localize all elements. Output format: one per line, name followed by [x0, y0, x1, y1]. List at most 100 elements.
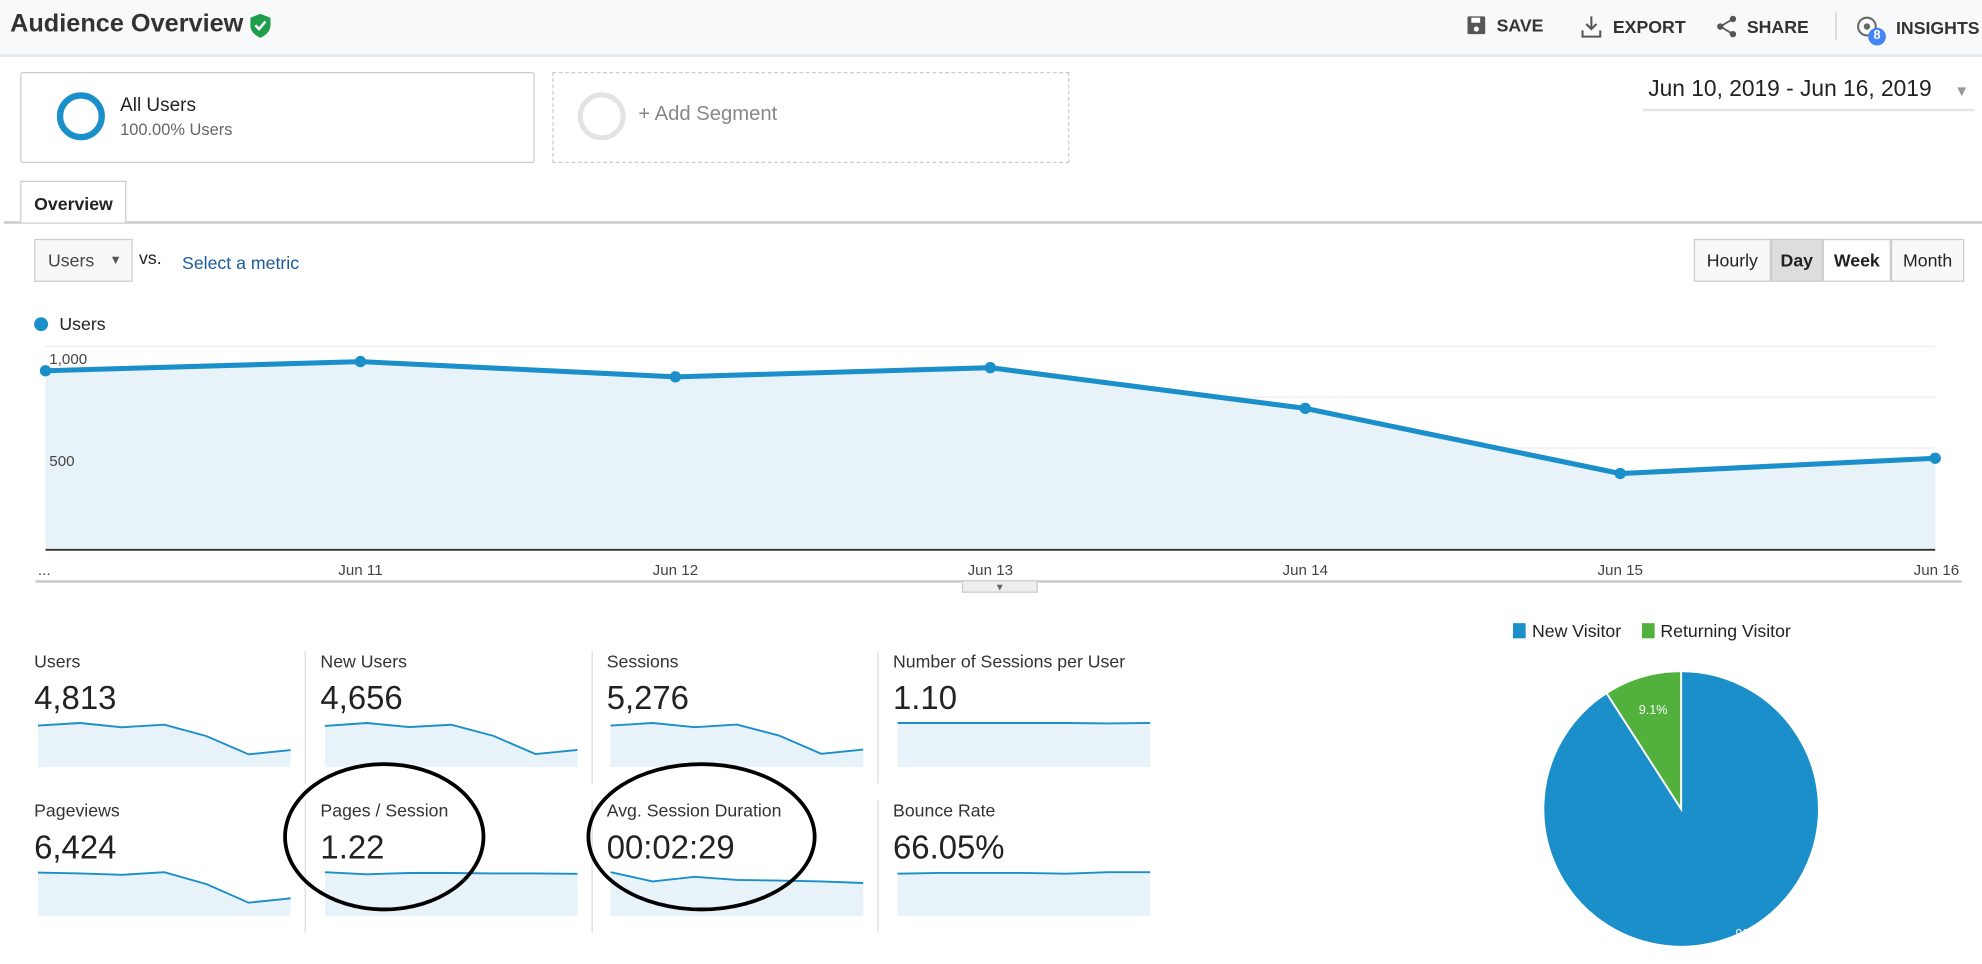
visitor-pie-chart: 90.9% 9.1% [1542, 670, 1820, 948]
metric-value: 5,276 [606, 678, 689, 717]
data-point [354, 355, 367, 368]
metric-select[interactable]: Users ▼ [34, 238, 133, 282]
metric-card[interactable]: Bounce Rate 66.05% [893, 800, 1165, 958]
metric-card[interactable]: Users 4,813 [34, 651, 306, 809]
month-button[interactable]: Month [1890, 238, 1965, 282]
segment-ring-icon [56, 92, 105, 141]
area-fill [45, 361, 1936, 550]
metric-label: Pageviews [34, 800, 120, 821]
metric-value: 1.10 [893, 678, 957, 717]
x-tick-label: Jun 12 [653, 562, 699, 579]
sparkline-fill [896, 872, 1150, 917]
segment-name: All Users [120, 94, 196, 117]
insights-label: INSIGHTS [1896, 17, 1980, 38]
download-icon [1581, 16, 1602, 38]
add-segment-button[interactable]: + Add Segment [552, 72, 1070, 164]
pie-label: 90.9% [1735, 927, 1771, 941]
collapse-chart-handle[interactable]: ▼ [961, 580, 1038, 593]
annotation-circle [283, 762, 486, 912]
metric-divider [590, 650, 593, 784]
empty-segment-icon [577, 92, 626, 141]
pie-label: 9.1% [1639, 703, 1668, 717]
sparkline-line [37, 722, 291, 756]
sparkline [324, 722, 578, 768]
sparkline [610, 722, 864, 768]
metric-card[interactable]: Pageviews 6,424 [34, 800, 306, 958]
metric-value: 6,424 [34, 827, 117, 866]
chart-legend: Users [34, 313, 106, 334]
metric-select-value: Users [48, 250, 95, 271]
insights-icon: 8 [1856, 15, 1886, 46]
divider [1835, 12, 1837, 41]
legend-dot-icon [34, 316, 49, 331]
share-icon [1717, 15, 1737, 38]
metric-card[interactable]: Number of Sessions per User 1.10 [893, 651, 1165, 809]
metric-value: 66.05% [893, 827, 1005, 866]
tab-divider [3, 221, 1982, 224]
legend-returning-visitor: Returning Visitor [1641, 620, 1791, 641]
sparkline-fill [324, 723, 578, 768]
x-tick-label: Jun 16 [1914, 562, 1960, 579]
share-label: SHARE [1746, 16, 1809, 37]
metric-label: Number of Sessions per User [893, 650, 1126, 672]
x-tick-label: Jun 15 [1597, 562, 1643, 579]
hourly-button[interactable]: Hourly [1693, 238, 1771, 282]
export-button[interactable]: EXPORT [1580, 15, 1686, 38]
sparkline [896, 871, 1150, 917]
granularity-toggle: Hourly Day Week Month [1693, 238, 1965, 282]
verified-shield-icon [250, 13, 271, 38]
add-segment-label: + Add Segment [638, 103, 778, 126]
week-button[interactable]: Week [1822, 238, 1891, 282]
data-point [984, 362, 997, 374]
legend-label: Returning Visitor [1660, 620, 1791, 641]
dropdown-arrow-icon: ▼ [109, 253, 122, 268]
pie-slice [1542, 670, 1820, 948]
date-range-label: Jun 10, 2019 - Jun 16, 2019 [1648, 75, 1932, 102]
sparkline-fill [37, 723, 291, 768]
sparkline-line [37, 871, 291, 904]
metric-divider [590, 800, 593, 933]
y-tick-label: 1,000 [49, 351, 87, 368]
date-range-picker[interactable]: Jun 10, 2019 - Jun 16, 2019 ▼ [1643, 75, 1975, 112]
metric-label: New Users [320, 650, 407, 672]
metric-value: 4,656 [320, 678, 403, 717]
sparkline [37, 871, 291, 917]
save-button[interactable]: SAVE [1466, 15, 1543, 35]
metric-card[interactable]: New Users 4,656 [320, 651, 592, 809]
metric-card[interactable]: Sessions 5,276 [607, 651, 879, 809]
x-tick-label: Jun 13 [968, 562, 1014, 579]
sparkline [37, 722, 291, 768]
save-icon [1467, 16, 1486, 35]
day-button[interactable]: Day [1770, 238, 1823, 282]
x-tick-label: Jun 11 [338, 562, 382, 579]
segment-detail: 100.00% Users [120, 120, 233, 140]
metric-label: Sessions [606, 650, 679, 672]
sparkline-fill [610, 723, 864, 768]
y-tick-label: 500 [49, 453, 74, 470]
select-metric-link[interactable]: Select a metric [182, 252, 300, 274]
data-point [39, 365, 52, 377]
metric-value: 4,813 [34, 678, 117, 717]
insights-badge: 8 [1868, 27, 1886, 46]
users-line-chart: 1,000 500... Jun 11 Jun 12 Jun 13 Jun 14 Jun 1… [35, 345, 1962, 583]
sparkline-line [896, 871, 1150, 875]
data-point [669, 371, 682, 383]
metric-label: Bounce Rate [893, 800, 996, 821]
sparkline-line [324, 722, 578, 755]
data-point [1614, 467, 1626, 480]
tab-overview[interactable]: Overview [20, 180, 127, 223]
dropdown-arrow-icon: ▼ [1954, 82, 1970, 100]
data-point [1299, 402, 1311, 415]
save-label: SAVE [1496, 15, 1544, 36]
pie-slice [1605, 670, 1683, 813]
sparkline-fill [896, 723, 1150, 768]
data-point [1929, 452, 1941, 464]
segment-all-users[interactable]: All Users 100.00% Users [20, 72, 535, 164]
metric-divider [304, 650, 306, 784]
vs-label: vs. [139, 247, 162, 268]
sparkline [896, 722, 1150, 768]
share-button[interactable]: SHARE [1717, 15, 1809, 38]
header-bar [0, 0, 1982, 57]
insights-button[interactable]: 8 INSIGHTS [1856, 15, 1980, 46]
sparkline-line [610, 722, 864, 755]
